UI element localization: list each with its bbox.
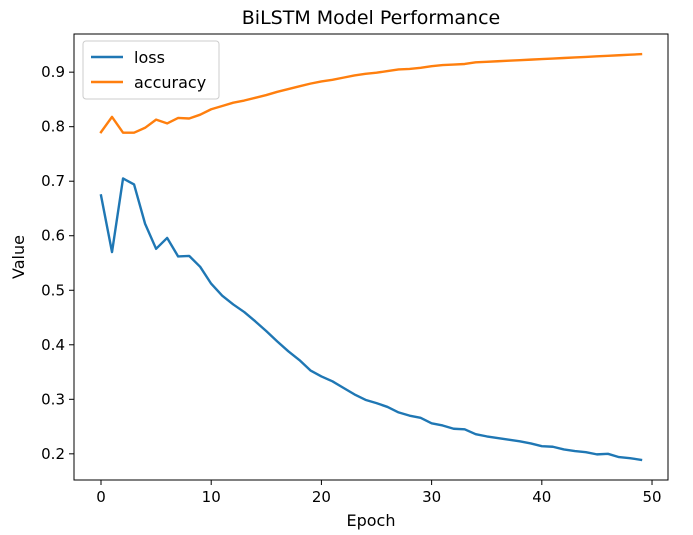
y-axis: 0.2 0.3 0.4 0.5 0.6 0.7 0.8 0.9 — [41, 63, 74, 463]
x-tick-label: 20 — [312, 488, 331, 506]
y-tick-label: 0.8 — [41, 118, 65, 136]
y-tick-label: 0.5 — [41, 281, 65, 299]
chart-title: BiLSTM Model Performance — [242, 7, 501, 29]
x-tick-label: 10 — [202, 488, 221, 506]
legend: loss accuracy — [82, 40, 220, 100]
y-tick-label: 0.2 — [41, 445, 65, 463]
legend-box — [82, 40, 220, 100]
x-axis: 0 10 20 30 40 50 — [96, 480, 662, 506]
legend-label-loss: loss — [134, 48, 165, 67]
series-line-loss — [99, 177, 643, 462]
x-tick-label: 40 — [532, 488, 551, 506]
plot-area — [73, 33, 669, 481]
y-tick-label: 0.9 — [41, 63, 65, 81]
plot-frame — [73, 33, 669, 481]
x-tick-label: 50 — [642, 488, 661, 506]
x-axis-label: Epoch — [347, 511, 396, 530]
series-line-accuracy — [99, 52, 643, 134]
y-tick-label: 0.4 — [41, 336, 65, 354]
y-tick-label: 0.6 — [41, 227, 65, 245]
legend-label-accuracy: accuracy — [134, 73, 206, 92]
x-tick-label: 0 — [96, 488, 106, 506]
y-tick-label: 0.7 — [41, 172, 65, 190]
y-axis-label: Value — [9, 235, 28, 279]
y-tick-label: 0.3 — [41, 390, 65, 408]
x-tick-label: 30 — [422, 488, 441, 506]
